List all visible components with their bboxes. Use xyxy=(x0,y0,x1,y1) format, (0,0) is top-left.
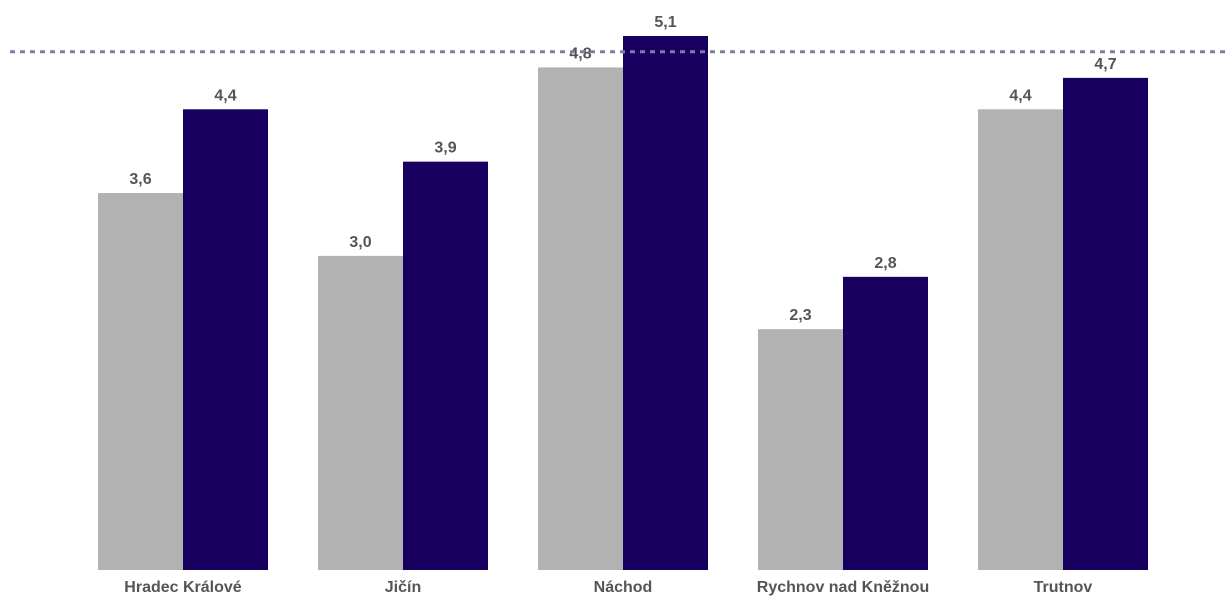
value-label-s1-1: 3,0 xyxy=(349,234,371,251)
bar-s2-1 xyxy=(403,161,488,570)
value-label-s1-3: 2,3 xyxy=(789,307,811,324)
bar-s2-0 xyxy=(183,109,268,570)
category-label-4: Trutnov xyxy=(1034,579,1093,596)
category-label-0: Hradec Králové xyxy=(124,579,241,596)
value-label-s2-4: 4,7 xyxy=(1094,56,1116,73)
value-label-s2-2: 5,1 xyxy=(654,14,676,31)
bar-s2-4 xyxy=(1063,77,1148,570)
bar-s1-4 xyxy=(978,109,1063,570)
category-label-1: Jičín xyxy=(385,579,421,596)
bar-s1-1 xyxy=(318,255,403,570)
bar-s1-0 xyxy=(98,193,183,570)
bar-s2-3 xyxy=(843,276,928,570)
bar-s1-2 xyxy=(538,67,623,570)
value-label-s1-0: 3,6 xyxy=(129,171,151,188)
value-label-s2-1: 3,9 xyxy=(434,140,456,157)
value-label-s2-3: 2,8 xyxy=(874,255,896,272)
category-label-3: Rychnov nad Kněžnou xyxy=(757,579,929,596)
value-label-s2-0: 4,4 xyxy=(214,87,236,104)
category-label-2: Náchod xyxy=(594,579,653,596)
value-label-s1-4: 4,4 xyxy=(1009,87,1031,104)
value-label-s1-2: 4,8 xyxy=(569,45,591,62)
bar-s1-3 xyxy=(758,329,843,570)
bar-s2-2 xyxy=(623,36,708,570)
